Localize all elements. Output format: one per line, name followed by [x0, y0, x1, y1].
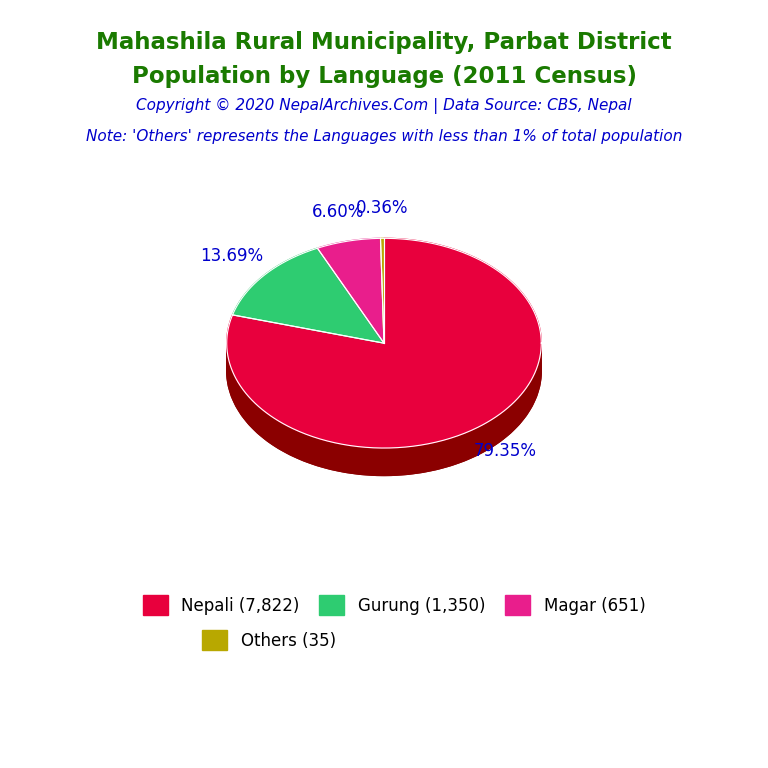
Text: 13.69%: 13.69%	[200, 247, 263, 265]
Polygon shape	[233, 248, 384, 343]
Polygon shape	[380, 238, 384, 343]
Ellipse shape	[227, 266, 541, 475]
Polygon shape	[227, 238, 541, 448]
Polygon shape	[317, 238, 384, 343]
Text: Population by Language (2011 Census): Population by Language (2011 Census)	[131, 65, 637, 88]
Text: 6.60%: 6.60%	[313, 203, 365, 221]
Text: Mahashila Rural Municipality, Parbat District: Mahashila Rural Municipality, Parbat Dis…	[96, 31, 672, 54]
Polygon shape	[227, 343, 541, 475]
Text: 79.35%: 79.35%	[473, 442, 536, 459]
Legend: Others (35): Others (35)	[196, 623, 343, 657]
Text: 0.36%: 0.36%	[356, 200, 408, 217]
Text: Note: 'Others' represents the Languages with less than 1% of total population: Note: 'Others' represents the Languages …	[86, 129, 682, 144]
Text: Copyright © 2020 NepalArchives.Com | Data Source: CBS, Nepal: Copyright © 2020 NepalArchives.Com | Dat…	[136, 98, 632, 114]
